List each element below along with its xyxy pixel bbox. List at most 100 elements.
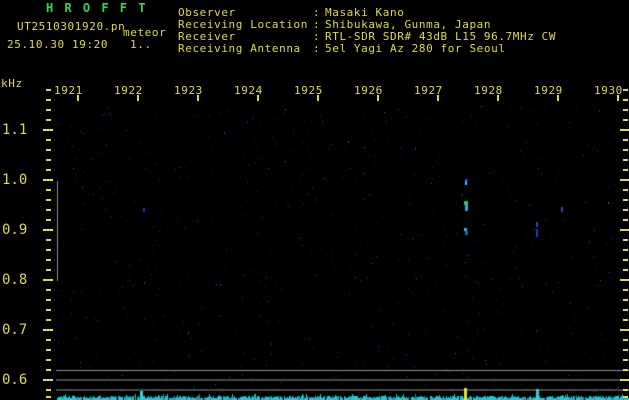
y-axis-major-tick-left: [43, 329, 53, 331]
x-axis-tick: [257, 95, 259, 101]
y-axis-minor-tick-right: [623, 119, 628, 121]
y-axis-minor-tick-left: [46, 169, 51, 171]
y-axis-minor-tick-right: [623, 199, 628, 201]
y-axis-minor-tick-left: [46, 119, 51, 121]
y-axis-minor-tick-left: [46, 369, 51, 371]
y-axis-major-tick-left: [43, 229, 53, 231]
x-axis-tick-label: 1922: [114, 84, 143, 97]
y-axis-minor-tick-right: [623, 359, 628, 361]
y-axis-minor-tick-right: [623, 289, 628, 291]
y-axis-minor-tick-right: [623, 99, 628, 101]
x-axis-tick: [137, 95, 139, 101]
y-axis-minor-tick-right: [623, 249, 628, 251]
y-axis-major-tick-left: [43, 129, 53, 131]
y-axis-minor-tick-right: [623, 139, 628, 141]
y-axis-unit-label: kHz: [1, 77, 23, 90]
station-field-value: 5el Yagi Az 280 for Seoul: [325, 42, 506, 55]
y-axis-minor-tick-left: [46, 349, 51, 351]
y-axis-minor-tick-right: [623, 309, 628, 311]
y-axis-minor-tick-right: [623, 349, 628, 351]
y-axis-tick-label: 0.7: [2, 322, 28, 338]
y-axis-minor-tick-right: [623, 239, 628, 241]
x-axis-tick: [377, 95, 379, 101]
y-axis-minor-tick-left: [46, 319, 51, 321]
y-axis-minor-tick-left: [46, 109, 51, 111]
y-axis-major-tick-right: [620, 129, 629, 131]
y-axis-minor-tick-left: [46, 359, 51, 361]
x-axis-tick: [497, 95, 499, 101]
station-field-value: Shibukawa, Gunma, Japan: [325, 18, 492, 31]
x-axis-tick-label: 1929: [534, 84, 563, 97]
y-axis-major-tick-left: [43, 379, 53, 381]
y-axis-minor-tick-left: [46, 259, 51, 261]
y-axis-minor-tick-left: [46, 159, 51, 161]
station-field-separator: :: [313, 30, 321, 43]
y-axis-tick-label: 0.6: [2, 372, 28, 388]
y-axis-minor-tick-left: [46, 299, 51, 301]
y-axis-minor-tick-right: [623, 389, 628, 391]
y-axis-tick-label: 1.0: [2, 172, 28, 188]
y-axis-major-tick-right: [620, 229, 629, 231]
y-axis-minor-tick-left: [46, 239, 51, 241]
station-field-value: RTL-SDR SDR# 43dB L15 96.7MHz CW: [325, 30, 557, 43]
observation-tag: meteor: [123, 26, 167, 39]
y-axis-minor-tick-right: [623, 339, 628, 341]
y-axis-minor-tick-left: [46, 199, 51, 201]
y-axis-major-tick-left: [43, 179, 53, 181]
y-axis-minor-tick-right: [623, 109, 628, 111]
station-field-separator: :: [313, 6, 321, 19]
y-axis-minor-tick-right: [623, 159, 628, 161]
x-axis-time-labels: 1921 1922 1923 1924 1925 1926 1927 1928 1929 1930: [0, 84, 629, 97]
y-axis-minor-tick-left: [46, 396, 51, 398]
x-axis-tick: [77, 95, 79, 101]
y-axis-major-tick-right: [620, 379, 629, 381]
y-axis-minor-tick-right: [623, 169, 628, 171]
y-axis-minor-tick-right: [623, 219, 628, 221]
y-axis-major-tick-right: [620, 279, 629, 281]
y-axis-minor-tick-left: [46, 219, 51, 221]
y-axis-major-tick-left: [43, 279, 53, 281]
x-axis-tick: [557, 95, 559, 101]
x-axis-tick-label: 1921: [54, 84, 83, 97]
y-axis-minor-tick-right: [623, 259, 628, 261]
y-axis-minor-tick-left: [46, 389, 51, 391]
y-axis-minor-tick-left: [46, 139, 51, 141]
y-axis-minor-tick-right: [623, 269, 628, 271]
x-axis-tick: [617, 95, 619, 101]
y-axis-minor-tick-right: [623, 209, 628, 211]
y-axis-minor-tick-left: [46, 99, 51, 101]
x-axis-tick: [437, 95, 439, 101]
x-axis-tick-label: 1928: [474, 84, 503, 97]
observation-datetime: 25.10.30 19:20: [7, 38, 109, 51]
station-field-label: Receiver: [178, 30, 236, 43]
x-axis-tick-label: 1926: [354, 84, 383, 97]
station-field-label: Receiving Antenna: [178, 42, 301, 55]
y-axis-minor-tick-right: [623, 89, 628, 91]
y-axis-minor-tick-left: [46, 209, 51, 211]
meteor-count: 1..: [130, 38, 152, 51]
app-title: H R O F F T: [46, 1, 148, 15]
y-axis-minor-tick-left: [46, 249, 51, 251]
y-axis-minor-tick-right: [623, 396, 628, 398]
station-field-label: Observer: [178, 6, 236, 19]
y-axis-minor-tick-left: [46, 309, 51, 311]
y-axis-minor-tick-left: [46, 269, 51, 271]
station-field-separator: :: [313, 18, 321, 31]
y-axis-tick-label: 0.9: [2, 222, 28, 238]
output-filename: UT2510301920.pn: [17, 20, 126, 33]
y-axis-tick-label: 0.8: [2, 272, 28, 288]
x-axis-tick-label: 1923: [174, 84, 203, 97]
x-axis-tick-label: 1930: [594, 84, 623, 97]
x-axis-tick-label: 1927: [414, 84, 443, 97]
x-axis-tick: [317, 95, 319, 101]
y-axis-minor-tick-right: [623, 319, 628, 321]
y-axis-tick-label: 1.1: [2, 122, 28, 138]
y-axis-minor-tick-left: [46, 339, 51, 341]
x-axis-tick-label: 1924: [234, 84, 263, 97]
y-axis-major-tick-right: [620, 329, 629, 331]
station-field-value: Masaki Kano: [325, 6, 405, 19]
y-axis-major-tick-right: [620, 179, 629, 181]
station-field-separator: :: [313, 42, 321, 55]
